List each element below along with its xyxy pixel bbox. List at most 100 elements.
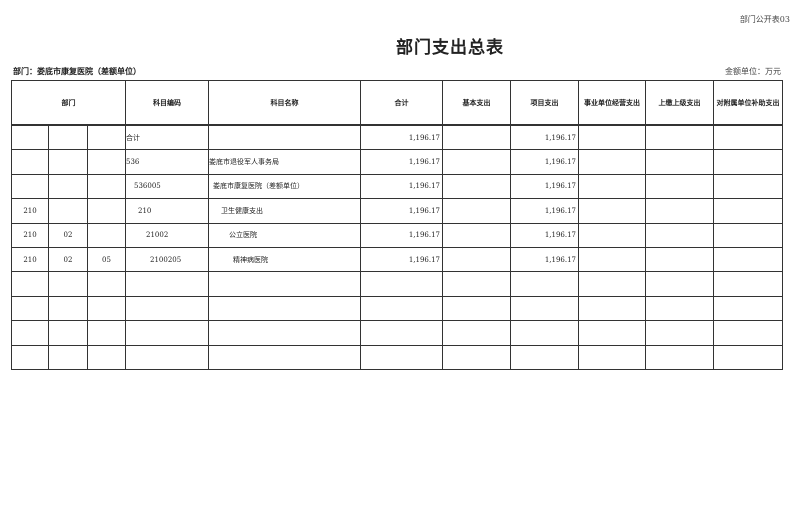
header-total: 合计 [360, 80, 444, 126]
header-row: 部门 科目编码 科目名称 合计 基本支出 项目支出 事业单位经营支出 上缴上级支… [10, 80, 784, 126]
page-title: 部门支出总表 [396, 38, 504, 58]
cell-basic [442, 149, 512, 175]
cell-upper [645, 344, 715, 370]
table-row: 210 02 05 2100205 精神病医院 1,196.17 1,196.17 [11, 246, 784, 273]
cell-code [125, 344, 210, 370]
cell-code: 536 [125, 149, 210, 175]
cell-d2: 02 [48, 222, 88, 248]
cell-business [578, 320, 647, 346]
cell-code: 21002 [125, 222, 210, 248]
cell-d1 [11, 295, 49, 322]
cell-d2 [48, 320, 88, 346]
cell-upper [645, 271, 715, 297]
header-code: 科目编码 [125, 80, 210, 126]
cell-d3 [86, 149, 127, 175]
table-row: 210 02 21002 公立医院 1,196.17 1,196.17 [11, 222, 784, 248]
header-project: 项目支出 [510, 80, 580, 126]
cell-subsidy [713, 344, 784, 370]
cell-upper [645, 198, 715, 224]
cell-total [360, 320, 444, 346]
cell-code [125, 320, 210, 346]
cell-subsidy [713, 295, 784, 322]
cell-name [208, 124, 362, 151]
cell-d3 [86, 320, 127, 346]
cell-project [510, 344, 580, 370]
cell-total [360, 271, 444, 297]
table-row: 536 娄底市退役军人事务局 1,196.17 1,196.17 [11, 149, 784, 175]
cell-name [208, 344, 362, 370]
cell-total: 1,196.17 [360, 222, 444, 248]
unit-label: 金额单位：万元 [725, 67, 781, 76]
cell-total: 1,196.17 [360, 173, 444, 200]
cell-project: 1,196.17 [510, 124, 580, 151]
cell-d1: 210 [11, 246, 49, 273]
cell-d1 [11, 271, 49, 297]
cell-subsidy [713, 149, 784, 175]
cell-d3 [86, 222, 127, 248]
cell-basic [442, 222, 512, 248]
cell-basic [442, 173, 512, 200]
cell-basic [442, 246, 512, 273]
cell-name: 娄底市康复医院（差额单位） [208, 173, 362, 200]
cell-subsidy [713, 124, 784, 151]
table-row: 210 210 卫生健康支出 1,196.17 1,196.17 [11, 198, 784, 224]
cell-upper [645, 222, 715, 248]
cell-total: 1,196.17 [360, 198, 444, 224]
cell-basic [442, 124, 512, 151]
cell-subsidy [713, 198, 784, 224]
header-subsidy: 对附属单位补助支出 [713, 80, 784, 126]
table-row [11, 320, 784, 346]
cell-upper [645, 246, 715, 273]
cell-upper [645, 295, 715, 322]
cell-d3 [86, 344, 127, 370]
cell-project: 1,196.17 [510, 198, 580, 224]
cell-name: 公立医院 [208, 222, 362, 248]
cell-subsidy [713, 271, 784, 297]
header-business: 事业单位经营支出 [578, 80, 647, 126]
cell-code: 合计 [125, 124, 210, 151]
cell-d1: 210 [11, 222, 49, 248]
cell-d3 [86, 271, 127, 297]
cell-basic [442, 295, 512, 322]
cell-d2 [48, 149, 88, 175]
cell-total [360, 295, 444, 322]
cell-upper [645, 320, 715, 346]
header-name: 科目名称 [208, 80, 362, 126]
cell-total [360, 344, 444, 370]
cell-code: 536005 [125, 173, 210, 200]
cell-d2 [48, 173, 88, 200]
cell-basic [442, 271, 512, 297]
cell-code: 2100205 [125, 246, 210, 273]
cell-business [578, 198, 647, 224]
cell-subsidy [713, 320, 784, 346]
cell-name: 娄底市退役军人事务局 [208, 149, 362, 175]
cell-upper [645, 149, 715, 175]
cell-subsidy [713, 246, 784, 273]
cell-business [578, 344, 647, 370]
cell-business [578, 246, 647, 273]
cell-d1 [11, 173, 49, 200]
cell-project: 1,196.17 [510, 246, 580, 273]
cell-basic [442, 320, 512, 346]
cell-project [510, 320, 580, 346]
cell-business [578, 271, 647, 297]
cell-d2 [48, 271, 88, 297]
cell-basic [442, 344, 512, 370]
cell-project: 1,196.17 [510, 149, 580, 175]
cell-name [208, 320, 362, 346]
cell-business [578, 124, 647, 151]
cell-d1 [11, 149, 49, 175]
cell-d3: 05 [86, 246, 127, 273]
table-row: 合计 1,196.17 1,196.17 [11, 124, 784, 151]
cell-project [510, 271, 580, 297]
cell-d3 [86, 198, 127, 224]
cell-code [125, 295, 210, 322]
cell-d1 [11, 320, 49, 346]
cell-d3 [86, 295, 127, 322]
cell-name [208, 271, 362, 297]
cell-project: 1,196.17 [510, 222, 580, 248]
cell-business [578, 222, 647, 248]
cell-d2 [48, 295, 88, 322]
cell-d1: 210 [11, 198, 49, 224]
cell-d3 [86, 173, 127, 200]
